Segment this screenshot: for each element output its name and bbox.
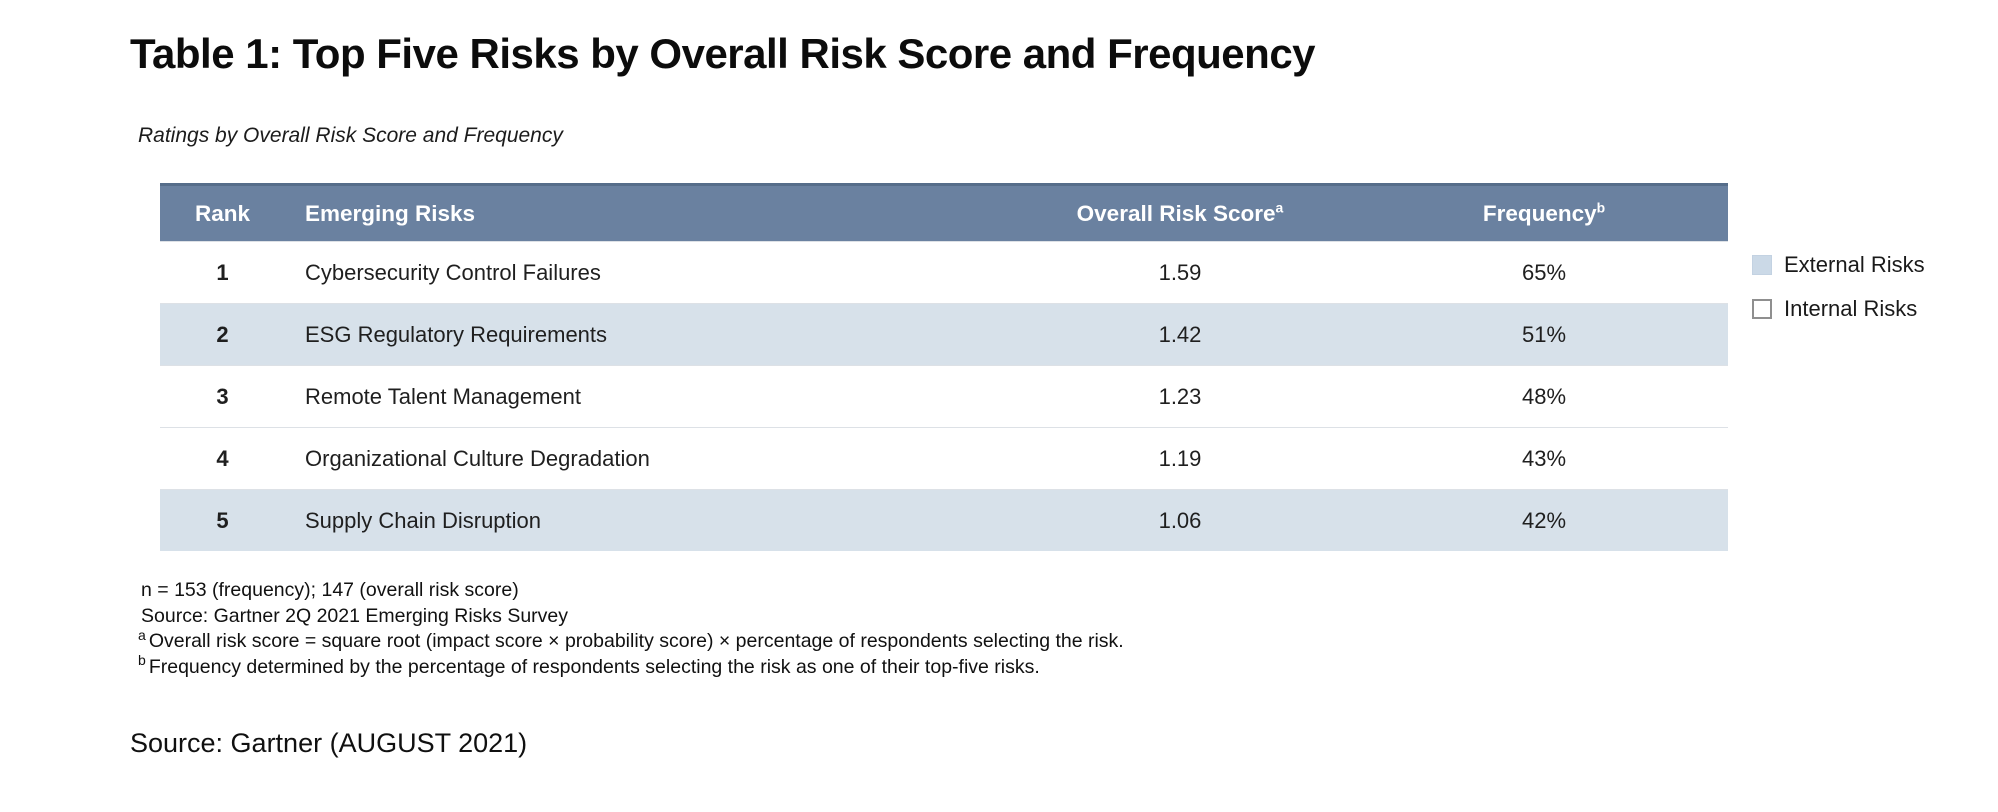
source-attribution: Source: Gartner (AUGUST 2021): [130, 728, 528, 758]
footnote-text: Source: Gartner 2Q 2021 Emerging Risks S…: [141, 604, 569, 627]
footnote-text: Frequency determined by the percentage o…: [148, 655, 1040, 678]
legend-label: External Risks: [1784, 252, 1925, 277]
cell-score: 1.23: [1158, 383, 1202, 409]
table-row: 2 ESG Regulatory Requirements 1.42 51%: [160, 303, 1728, 365]
cell-risk: Cybersecurity Control Failures: [305, 259, 601, 285]
column-header-frequency-text: Frequency: [1482, 200, 1597, 226]
table-row: 1 Cybersecurity Control Failures 1.59 65…: [160, 241, 1728, 303]
cell-frequency: 51%: [1521, 321, 1567, 347]
footnote-text: n = 153 (frequency); 147 (overall risk s…: [141, 579, 519, 601]
internal-risks-swatch-icon: [1752, 299, 1772, 319]
legend: External Risks Internal Risks: [1752, 250, 1925, 338]
cell-score: 1.19: [1158, 445, 1202, 471]
legend-label: Internal Risks: [1784, 296, 1918, 321]
cell-frequency: 43%: [1521, 445, 1567, 471]
cell-frequency: 48%: [1521, 383, 1567, 409]
footnotes: n = 153 (frequency); 147 (overall risk s…: [138, 578, 1124, 680]
footnote-sample-size: n = 153 (frequency); 147 (overall risk s…: [138, 578, 1124, 604]
footnote-superscript: a: [138, 626, 146, 643]
footnote-score-definition: a Overall risk score = square root (impac…: [138, 626, 1124, 655]
column-header-score-text: Overall Risk Score: [1076, 200, 1276, 226]
cell-score: 1.59: [1158, 259, 1202, 285]
table-row: 4 Organizational Culture Degradation 1.1…: [160, 427, 1728, 489]
cell-frequency: 65%: [1521, 259, 1567, 285]
cell-rank: 5: [216, 507, 229, 533]
column-header-frequency-superscript: b: [1596, 199, 1606, 215]
column-header-risk: Emerging Risks: [305, 200, 476, 226]
cell-rank: 4: [216, 445, 229, 471]
figure-title: Table 1: Top Five Risks by Overall Risk …: [130, 30, 1316, 77]
cell-frequency: 42%: [1521, 507, 1567, 533]
external-risks-swatch-icon: [1752, 255, 1772, 275]
risk-table: Rank Emerging Risks Overall Risk Scorea …: [160, 183, 1728, 551]
cell-rank: 2: [216, 321, 229, 347]
footnote-superscript: b: [138, 652, 146, 668]
footnote-text: Overall risk score = square root (impact…: [148, 630, 1124, 652]
column-header-frequency: Frequencyb: [1360, 199, 1728, 227]
table-row: 5 Supply Chain Disruption 1.06 42%: [160, 489, 1728, 551]
table-header-row: Rank Emerging Risks Overall Risk Scorea …: [160, 183, 1728, 241]
footnote-survey-source: Source: Gartner 2Q 2021 Emerging Risks S…: [138, 604, 1124, 630]
cell-risk: Organizational Culture Degradation: [305, 445, 650, 471]
cell-rank: 3: [216, 383, 229, 409]
column-header-score: Overall Risk Scorea: [1000, 199, 1360, 227]
footnote-frequency-definition: b Frequency determined by the percentage …: [138, 652, 1124, 681]
legend-item-internal-risks: Internal Risks: [1752, 294, 1925, 324]
figure-subtitle: Ratings by Overall Risk Score and Freque…: [138, 124, 563, 147]
cell-risk: ESG Regulatory Requirements: [305, 321, 608, 347]
column-header-score-superscript: a: [1275, 199, 1284, 215]
table-row: 3 Remote Talent Management 1.23 48%: [160, 365, 1728, 427]
cell-score: 1.06: [1158, 507, 1202, 533]
legend-item-external-risks: External Risks: [1752, 250, 1925, 280]
column-header-rank: Rank: [194, 200, 251, 226]
cell-rank: 1: [216, 259, 229, 285]
cell-risk: Supply Chain Disruption: [305, 507, 542, 533]
cell-score: 1.42: [1158, 321, 1202, 347]
cell-risk: Remote Talent Management: [305, 383, 581, 409]
